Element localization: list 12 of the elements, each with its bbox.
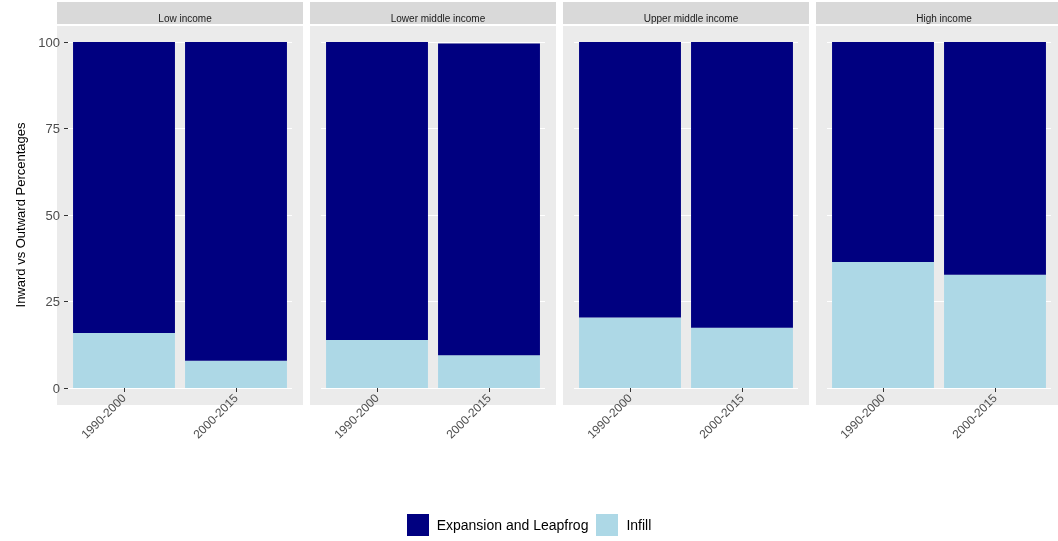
y-axis-title: Inward vs Outward Percentages: [13, 122, 29, 308]
legend-label: Infill: [626, 517, 652, 533]
chart-title: Lower middle income: [390, 12, 486, 24]
y-tick-label: 0: [52, 380, 60, 396]
y-tick-label: 50: [45, 207, 60, 223]
legend-label: Expansion and Leapfrog: [436, 517, 589, 533]
chart-title: High income: [916, 12, 973, 24]
chart-title: Low income: [158, 12, 213, 24]
chart-title: Upper middle income: [643, 12, 739, 24]
y-tick-label: 100: [38, 34, 60, 50]
y-tick-label: 75: [45, 121, 60, 136]
y-tick-label: 25: [45, 294, 60, 309]
